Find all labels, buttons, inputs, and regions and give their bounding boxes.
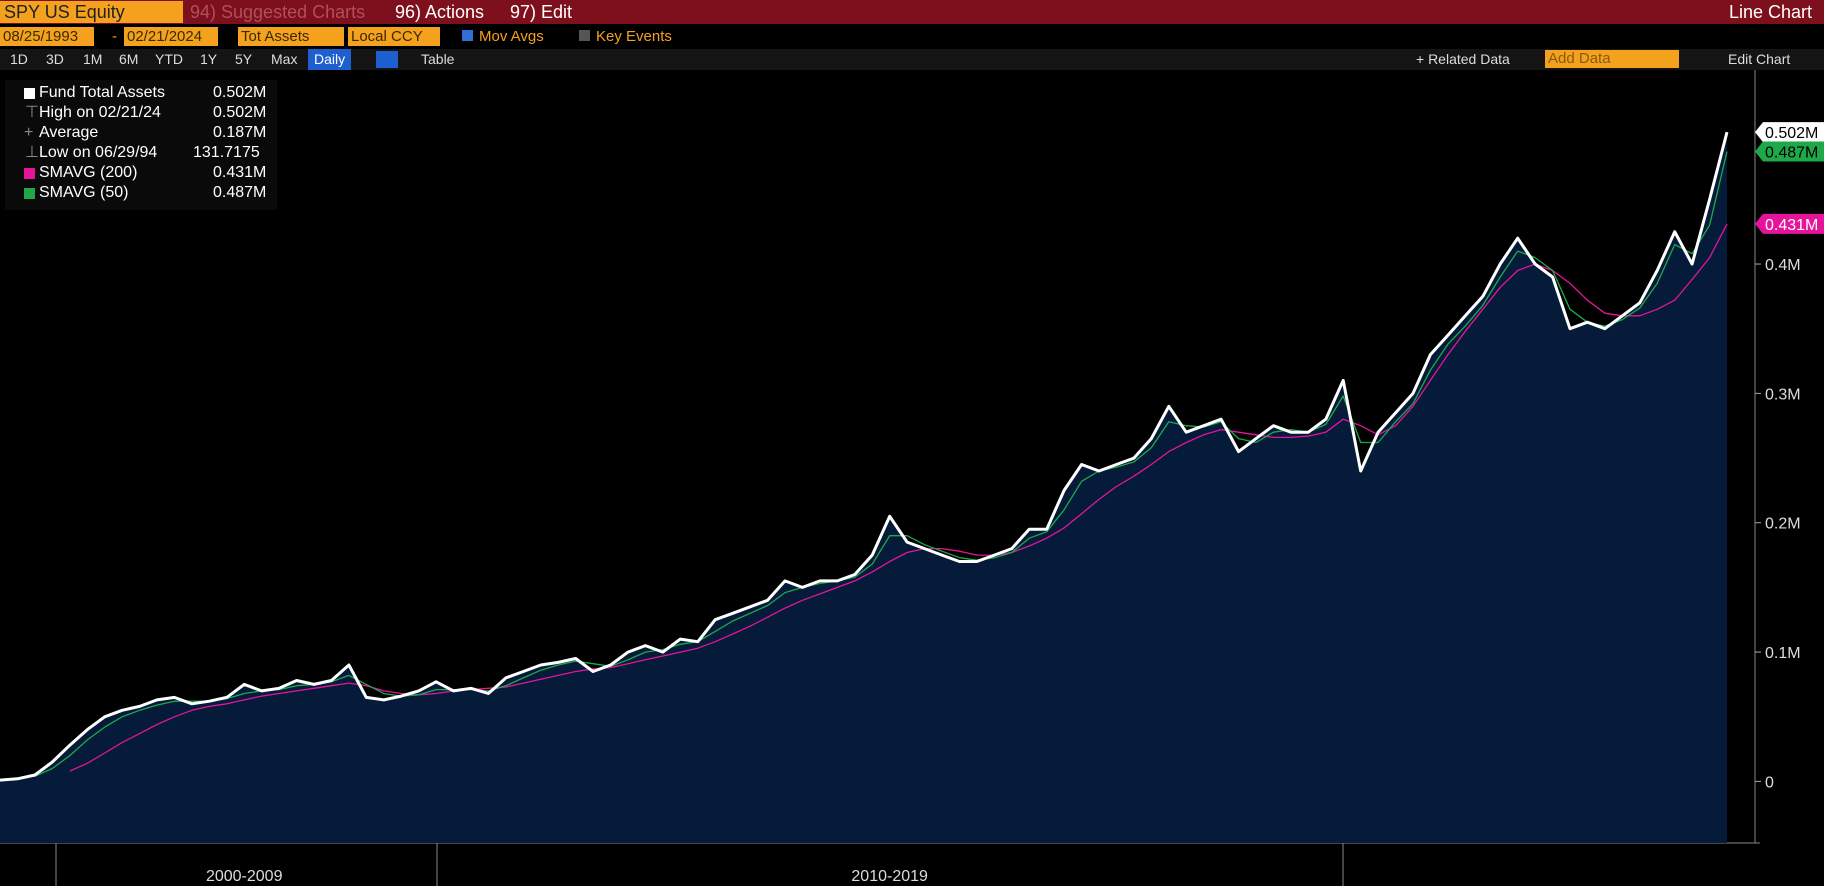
legend: Fund Total Assets 0.502M ⊤ High on 02/21… bbox=[5, 80, 277, 210]
edit-chart[interactable]: Edit Chart bbox=[1728, 51, 1791, 67]
frequency-button[interactable]: Daily bbox=[308, 49, 352, 70]
legend-icon: ⊤ bbox=[25, 104, 39, 121]
y-tick-label: 0.3M bbox=[1765, 386, 1801, 403]
value-flag bbox=[1755, 141, 1824, 162]
legend-icon: ⊥ bbox=[25, 144, 39, 161]
x-tick-label: 2010-2019 bbox=[851, 868, 928, 885]
value-flag-label: 0.487M bbox=[1765, 144, 1818, 161]
legend-value: 131.7175 bbox=[193, 144, 260, 161]
x-tick-label: 2000-2009 bbox=[206, 868, 283, 885]
checkbox[interactable] bbox=[462, 30, 473, 41]
period-bar: 1D 3D 1M 6M YTD 1Y 5Y Max Daily Table + … bbox=[0, 49, 1824, 70]
field-select[interactable]: Tot Assets bbox=[238, 27, 344, 46]
period-button[interactable]: 6M bbox=[119, 51, 139, 67]
mov-avgs[interactable]: Mov Avgs bbox=[479, 28, 544, 45]
legend-value: 0.187M bbox=[213, 124, 267, 141]
legend-value: 0.502M bbox=[213, 84, 267, 101]
y-tick-label: 0.1M bbox=[1765, 645, 1801, 662]
period-button[interactable]: 3D bbox=[46, 51, 64, 67]
end-date[interactable]: 02/21/2024 bbox=[124, 27, 218, 46]
security-field[interactable]: SPY US Equity bbox=[0, 1, 183, 23]
period-button[interactable]: YTD bbox=[155, 51, 183, 67]
menu-item[interactable]: 94) Suggested Charts bbox=[190, 2, 366, 22]
legend-label: Low on 06/29/94 bbox=[39, 144, 158, 161]
period-button[interactable]: 1D bbox=[10, 51, 28, 67]
settings-bar: 08/25/1993 - 02/21/2024 Tot Assets Local… bbox=[0, 25, 1824, 48]
value-flag-label: 0.502M bbox=[1765, 125, 1818, 142]
legend-label: Average bbox=[39, 124, 99, 141]
chart: 0 0.1M 0.2M 0.3M 0.4M 2000-2009 2010-2019 0.502… bbox=[0, 70, 1824, 886]
series-line bbox=[0, 131, 1729, 782]
related-data[interactable]: + Related Data bbox=[1416, 51, 1510, 67]
table-button[interactable]: Table bbox=[421, 51, 455, 67]
legend-value: 0.502M bbox=[213, 104, 267, 121]
start-date[interactable]: 08/25/1993 bbox=[0, 27, 94, 46]
period-button[interactable]: 1Y bbox=[200, 51, 218, 67]
legend-value: 0.431M bbox=[213, 164, 267, 181]
y-tick-label: 0.2M bbox=[1765, 516, 1801, 533]
legend-label: High on 02/21/24 bbox=[39, 104, 161, 121]
checkbox[interactable] bbox=[579, 30, 590, 41]
value-flag bbox=[1755, 213, 1824, 234]
legend-swatch bbox=[24, 88, 35, 99]
period-button[interactable]: 5Y bbox=[235, 51, 253, 67]
menu-item[interactable]: 96) Actions bbox=[395, 2, 485, 22]
period-button[interactable]: 1M bbox=[83, 51, 103, 67]
legend-swatch bbox=[24, 168, 35, 179]
period-button[interactable]: Max bbox=[271, 51, 298, 67]
legend-icon: + bbox=[24, 124, 34, 141]
series-line bbox=[69, 223, 1728, 772]
key-events[interactable]: Key Events bbox=[596, 28, 672, 45]
legend-value: 0.487M bbox=[213, 184, 267, 201]
title-bar: SPY US Equity 94) Suggested Charts 96) A… bbox=[0, 0, 1824, 24]
add-data[interactable]: Add Data bbox=[1545, 50, 1679, 68]
y-tick-label: 0.4M bbox=[1765, 257, 1801, 274]
currency-select[interactable]: Local CCY bbox=[348, 27, 440, 46]
legend-label: Fund Total Assets bbox=[39, 84, 165, 101]
chart-type: Line Chart bbox=[1728, 2, 1812, 22]
date-separator: - bbox=[112, 28, 117, 45]
legend-label: SMAVG (50) bbox=[39, 184, 129, 201]
legend-label: SMAVG (200) bbox=[39, 164, 138, 181]
menu-item[interactable]: 97) Edit bbox=[510, 2, 573, 22]
value-flag-label: 0.431M bbox=[1765, 217, 1818, 234]
area-fill bbox=[0, 132, 1727, 843]
y-tick-label: 0 bbox=[1765, 774, 1774, 791]
chart-icon[interactable] bbox=[376, 51, 398, 68]
legend-swatch bbox=[24, 188, 35, 199]
value-flag bbox=[1755, 122, 1824, 143]
